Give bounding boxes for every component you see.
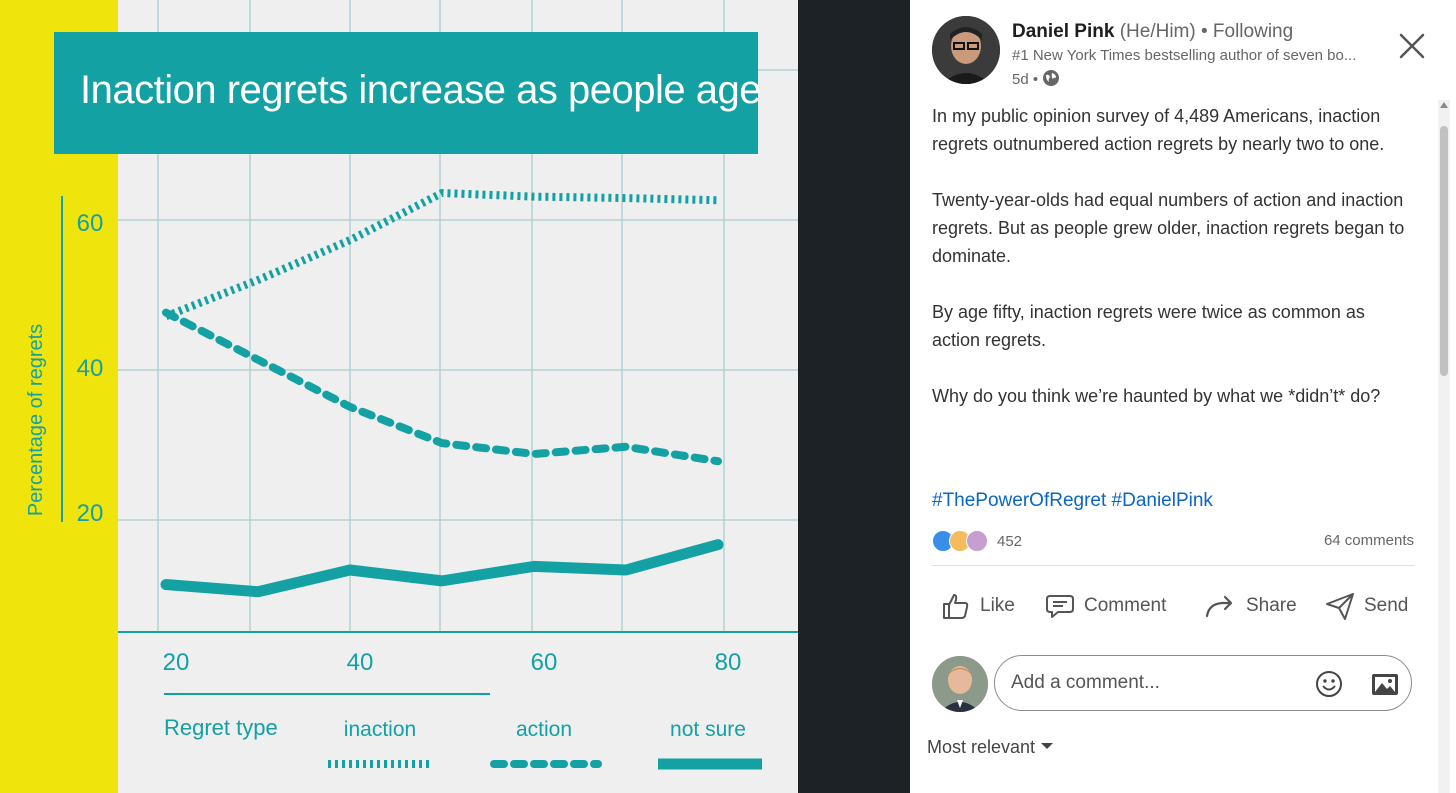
chart-image: 20 40 60 80 20 40 60 Percentage of regrets Regr…	[0, 0, 798, 793]
series-line-not-sure	[160, 539, 724, 598]
series-line-action	[162, 308, 722, 466]
comment-box[interactable]	[994, 655, 1412, 711]
legend-label: action	[516, 718, 572, 741]
author-avatar-image	[932, 16, 1000, 84]
y-axis-label: Percentage of regrets	[25, 324, 47, 516]
chart-title-banner: Inaction regrets increase as people age	[54, 32, 761, 154]
globe-icon	[1043, 70, 1060, 86]
share-button[interactable]: Share	[1204, 586, 1297, 626]
like-button[interactable]: Like	[940, 586, 1015, 626]
chart-title: Inaction regrets increase as people age	[80, 68, 761, 112]
x-tick-label: 40	[347, 649, 374, 676]
user-avatar-image	[932, 656, 988, 712]
post-paragraph: Why do you think we’re haunted by what w…	[932, 386, 1381, 406]
comment-count[interactable]: 64 comments	[1323, 532, 1414, 549]
send-button[interactable]: Send	[1324, 586, 1408, 626]
x-tick-label: 60	[531, 649, 558, 676]
post-time: 5d •	[1012, 71, 1039, 88]
author-pronouns: (He/Him)	[1119, 21, 1196, 42]
like-label: Like	[980, 595, 1015, 616]
axes: 20 40 60 80 20 40 60 Percentage of regrets	[25, 196, 798, 676]
photo-button[interactable]	[1369, 668, 1401, 700]
post-image-viewer: 20 40 60 80 20 40 60 Percentage of regrets Regr…	[0, 0, 798, 793]
divider	[932, 565, 1414, 566]
scroll-up-arrow[interactable]	[1440, 102, 1448, 108]
series-line-inaction	[164, 189, 719, 320]
share-icon	[1205, 595, 1233, 618]
share-label: Share	[1246, 595, 1297, 616]
post-body: In my public opinion survey of 4,489 Ame…	[932, 102, 1412, 438]
post-paragraph: Twenty-year-olds had equal numbers of ac…	[932, 190, 1405, 266]
scroll-thumb[interactable]	[1440, 126, 1448, 376]
post-time-line: 5d •	[1012, 69, 1060, 88]
comment-label: Comment	[1084, 595, 1167, 616]
y-tick-label: 40	[77, 355, 104, 382]
legend: Regret type inaction action not sure	[164, 693, 762, 770]
author-name-line[interactable]: Daniel Pink (He/Him) • Following	[1012, 21, 1293, 43]
reaction-count: 452	[997, 532, 1023, 550]
chevron-down-icon	[1041, 743, 1054, 749]
y-tick-label: 20	[77, 500, 104, 527]
emoji-icon	[1316, 671, 1342, 697]
legend-label: inaction	[344, 718, 416, 741]
close-icon	[1399, 33, 1425, 59]
scrollbar[interactable]	[1438, 100, 1450, 793]
reactions-summary[interactable]: 452	[932, 528, 1022, 554]
photo-icon	[1372, 674, 1398, 695]
comment-icon	[1046, 595, 1074, 618]
legend-title: Regret type	[164, 715, 278, 740]
post-paragraph: By age fifty, inaction regrets were twic…	[932, 302, 1365, 350]
curious-reaction-icon	[966, 530, 988, 552]
x-tick-label: 80	[715, 649, 742, 676]
emoji-button[interactable]	[1313, 668, 1345, 700]
author-headline: #1 New York Times bestselling author of …	[1012, 47, 1357, 64]
author-avatar[interactable]	[932, 16, 1000, 84]
comment-input[interactable]	[1009, 671, 1303, 695]
series-lines	[160, 189, 724, 598]
close-button[interactable]	[1392, 26, 1432, 66]
sort-comments-select[interactable]: Most relevant	[927, 737, 1054, 758]
like-icon	[943, 594, 969, 619]
y-tick-label: 60	[77, 210, 104, 237]
hashtags-link[interactable]: #ThePowerOfRegret #DanielPink	[932, 490, 1213, 511]
send-label: Send	[1364, 595, 1409, 616]
author-name[interactable]: Daniel Pink	[1012, 21, 1115, 42]
legend-label: not sure	[670, 718, 746, 741]
sort-label: Most relevant	[927, 737, 1036, 757]
post-paragraph: In my public opinion survey of 4,489 Ame…	[932, 106, 1385, 154]
comment-button[interactable]: Comment	[1044, 586, 1166, 626]
send-icon	[1326, 593, 1354, 620]
user-avatar[interactable]	[932, 656, 988, 712]
follow-status: • Following	[1200, 21, 1294, 42]
x-tick-label: 20	[163, 649, 190, 676]
post-side-panel: Daniel Pink (He/Him) • Following #1 New …	[910, 0, 1456, 793]
